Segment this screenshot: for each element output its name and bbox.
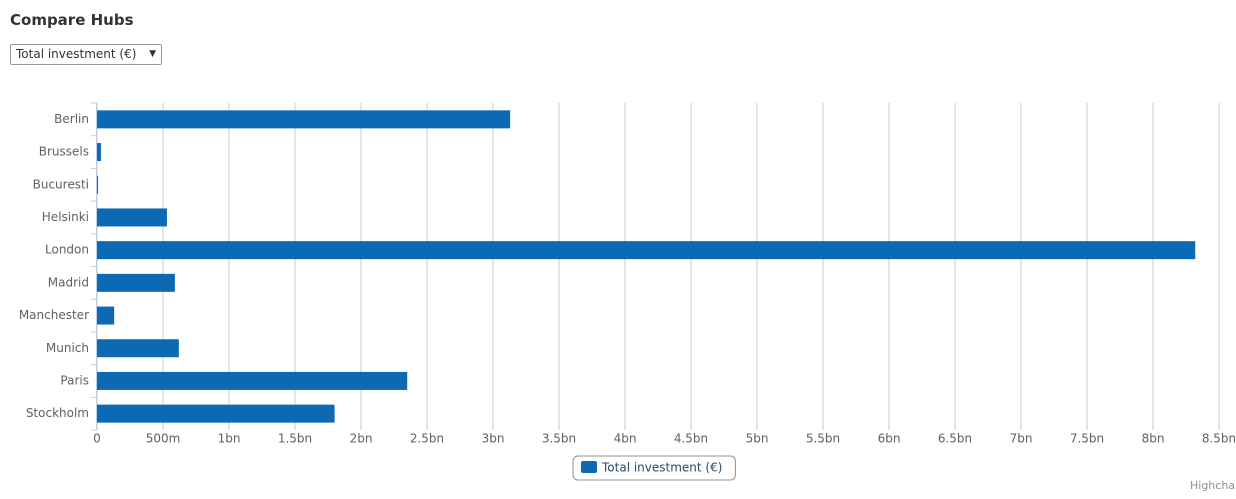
y-tick-label: Brussels bbox=[39, 145, 89, 159]
y-tick-label: London bbox=[45, 243, 89, 257]
page-title: Compare Hubs bbox=[10, 11, 134, 29]
y-tick-label: Munich bbox=[46, 341, 89, 355]
legend: Total investment (€) bbox=[572, 455, 736, 481]
y-tick-label: Berlin bbox=[54, 112, 89, 126]
credit: Highcha bbox=[1190, 479, 1235, 492]
x-tick-label: 500m bbox=[146, 432, 181, 446]
bar bbox=[97, 273, 175, 292]
x-tick-label: 2bn bbox=[350, 432, 373, 446]
x-tick-label: 3.5bn bbox=[542, 432, 576, 446]
x-tick-label: 5bn bbox=[746, 432, 769, 446]
legend-label: Total investment (€) bbox=[601, 461, 722, 475]
legend-swatch bbox=[581, 461, 597, 473]
x-tick-label: 3bn bbox=[482, 432, 505, 446]
bar bbox=[97, 371, 408, 390]
bar bbox=[97, 110, 511, 129]
bar bbox=[97, 208, 167, 227]
bar bbox=[97, 404, 335, 423]
bar bbox=[97, 339, 179, 358]
y-tick-label: Helsinki bbox=[42, 210, 89, 224]
x-tick-label: 7bn bbox=[1010, 432, 1033, 446]
y-tick-label: Stockholm bbox=[26, 406, 89, 420]
bar bbox=[97, 241, 1196, 260]
x-tick-label: 7.5bn bbox=[1070, 432, 1104, 446]
x-tick-label: 2.5bn bbox=[410, 432, 444, 446]
bar bbox=[97, 175, 99, 194]
x-tick-label: 6bn bbox=[878, 432, 901, 446]
legend-box bbox=[572, 455, 736, 481]
y-tick-label: Madrid bbox=[48, 275, 89, 289]
metric-dropdown[interactable]: Total investment (€) bbox=[10, 44, 162, 65]
x-tick-label: 8bn bbox=[1142, 432, 1165, 446]
x-tick-label: 4bn bbox=[614, 432, 637, 446]
y-tick-label: Manchester bbox=[19, 308, 89, 322]
x-tick-label: 6.5bn bbox=[938, 432, 972, 446]
x-tick-label: 1.5bn bbox=[278, 432, 312, 446]
y-tick-label: Bucuresti bbox=[33, 177, 89, 191]
x-tick-label: 0 bbox=[93, 432, 101, 446]
x-tick-label: 4.5bn bbox=[674, 432, 708, 446]
y-tick-label: Paris bbox=[60, 373, 89, 387]
bar bbox=[97, 143, 101, 162]
bar bbox=[97, 306, 115, 325]
x-tick-label: 5.5bn bbox=[806, 432, 840, 446]
x-tick-label: 8.5bn bbox=[1202, 432, 1236, 446]
x-tick-label: 1bn bbox=[218, 432, 241, 446]
